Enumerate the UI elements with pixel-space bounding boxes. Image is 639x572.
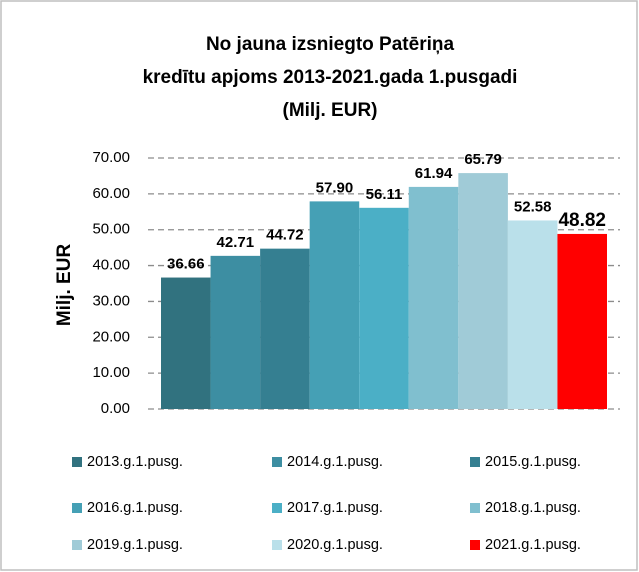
bar bbox=[458, 173, 508, 409]
bar bbox=[260, 248, 310, 409]
legend-swatch bbox=[72, 540, 82, 550]
value-label: 48.82 bbox=[558, 210, 606, 231]
legend-label: 2017.g.1.pusg. bbox=[287, 500, 383, 516]
y-tick-label: 0.00 bbox=[101, 400, 130, 417]
value-label: 44.72 bbox=[266, 227, 304, 244]
bar bbox=[309, 201, 360, 409]
legend-label: 2015.g.1.pusg. bbox=[485, 454, 581, 470]
bar bbox=[161, 277, 211, 409]
y-tick-label: 20.00 bbox=[92, 328, 130, 345]
value-label: 57.90 bbox=[316, 179, 354, 196]
legend-swatch bbox=[272, 503, 282, 513]
legend-label: 2021.g.1.pusg. bbox=[485, 537, 581, 553]
y-tick-label: 10.00 bbox=[92, 364, 130, 381]
legend-label: 2014.g.1.pusg. bbox=[287, 454, 383, 470]
legend-swatch bbox=[470, 503, 480, 513]
bar bbox=[557, 233, 607, 409]
chart-title: No jauna izsniegto Patēriņa bbox=[206, 34, 455, 55]
legend-label: 2016.g.1.pusg. bbox=[87, 500, 183, 516]
legend-label: 2013.g.1.pusg. bbox=[87, 454, 183, 470]
value-label: 42.71 bbox=[217, 234, 255, 251]
value-label: 36.66 bbox=[167, 256, 205, 273]
value-label: 61.94 bbox=[415, 165, 453, 182]
y-tick-label: 50.00 bbox=[92, 221, 130, 238]
y-tick-label: 30.00 bbox=[92, 292, 130, 309]
legend-swatch bbox=[72, 457, 82, 467]
value-label: 65.79 bbox=[464, 151, 502, 168]
legend-label: 2020.g.1.pusg. bbox=[287, 537, 383, 553]
y-tick-label: 40.00 bbox=[92, 257, 130, 274]
chart-title: (Milj. EUR) bbox=[283, 100, 378, 121]
value-label: 56.11 bbox=[366, 186, 403, 203]
y-tick-label: 70.00 bbox=[92, 149, 130, 166]
legend-swatch bbox=[272, 457, 282, 467]
legend-label: 2018.g.1.pusg. bbox=[485, 500, 581, 516]
y-tick-label: 60.00 bbox=[92, 185, 130, 202]
legend-swatch bbox=[72, 503, 82, 513]
bar bbox=[210, 255, 261, 409]
legend-swatch bbox=[470, 540, 480, 550]
bar bbox=[507, 220, 558, 409]
legend-swatch bbox=[470, 457, 480, 467]
value-label: 52.58 bbox=[514, 198, 552, 215]
legend-label: 2019.g.1.pusg. bbox=[87, 537, 183, 553]
bar bbox=[408, 186, 459, 409]
chart-title: kredītu apjoms 2013-2021.gada 1.pusgadi bbox=[143, 67, 518, 88]
y-axis-label: Milj. EUR bbox=[54, 244, 75, 327]
bar bbox=[359, 207, 409, 409]
legend-swatch bbox=[272, 540, 282, 550]
